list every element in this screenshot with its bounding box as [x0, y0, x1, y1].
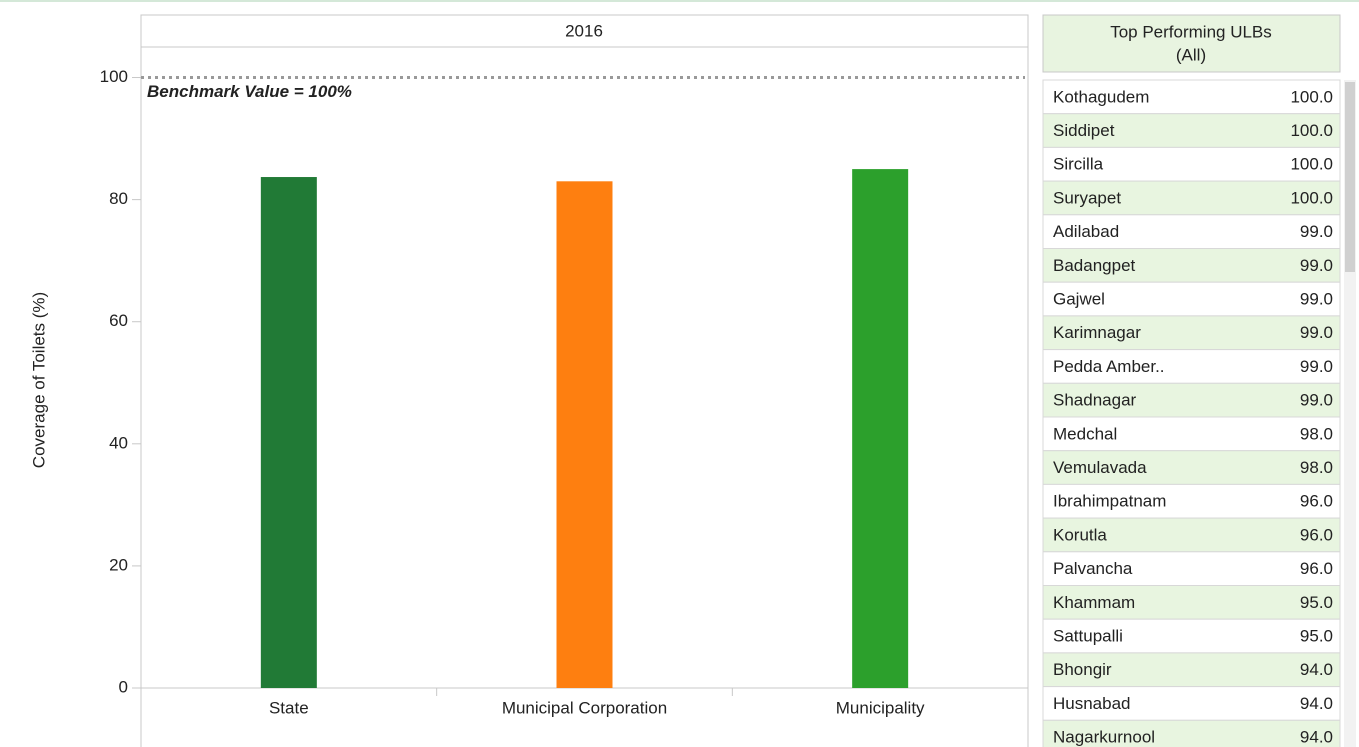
ulb-name: Badangpet [1053, 256, 1136, 275]
ulb-value: 98.0 [1300, 458, 1333, 477]
ulb-value: 100.0 [1290, 121, 1333, 140]
ulb-value: 99.0 [1300, 222, 1333, 241]
table-row [1042, 146, 1341, 182]
table-row [1042, 483, 1341, 519]
x-tick-label: Municipality [836, 698, 925, 717]
ulb-name: Kothagudem [1053, 87, 1149, 106]
table-row [1042, 382, 1341, 418]
table-row [1042, 248, 1341, 283]
ulb-value: 94.0 [1300, 660, 1333, 679]
table-row [1042, 517, 1341, 553]
ulb-name: Ibrahimpatnam [1053, 492, 1166, 511]
table-row [1042, 719, 1341, 747]
ulb-value: 100.0 [1290, 87, 1333, 106]
table-row [1042, 281, 1341, 317]
ulb-name: Karimnagar [1053, 323, 1141, 342]
ulb-name: Nagarkurnool [1053, 728, 1155, 747]
ulb-value: 96.0 [1300, 525, 1333, 544]
y-tick-label: 60 [109, 311, 128, 330]
ulb-value: 98.0 [1300, 424, 1333, 443]
table-row [1042, 349, 1341, 384]
ulb-value: 99.0 [1300, 290, 1333, 309]
top-border [0, 0, 1359, 2]
benchmark-label: Benchmark Value = 100% [147, 82, 352, 101]
bar [260, 177, 317, 688]
table-row [1042, 652, 1341, 688]
x-tick-label: State [269, 698, 309, 717]
ulb-value: 96.0 [1300, 492, 1333, 511]
ulb-name: Gajwel [1053, 290, 1105, 309]
y-tick-label: 20 [109, 555, 128, 574]
table-row [1042, 416, 1341, 452]
ulb-name: Siddipet [1053, 121, 1115, 140]
x-tick-label: Municipal Corporation [502, 698, 667, 717]
table-row [1042, 113, 1341, 148]
table-subtitle: (All) [1176, 45, 1206, 64]
y-tick-label: 0 [119, 677, 128, 696]
ulb-value: 99.0 [1300, 357, 1333, 376]
ulb-value: 99.0 [1300, 256, 1333, 275]
ulb-value: 94.0 [1300, 694, 1333, 713]
ulb-name: Shadnagar [1053, 391, 1137, 410]
ulb-value: 99.0 [1300, 323, 1333, 342]
ulb-value: 95.0 [1300, 593, 1333, 612]
y-tick-label: 40 [109, 433, 128, 452]
ulb-name: Khammam [1053, 593, 1135, 612]
table-row [1042, 79, 1341, 115]
column-header-label: 2016 [565, 21, 603, 40]
ulb-value: 99.0 [1300, 391, 1333, 410]
bar [852, 169, 909, 689]
table-row [1042, 180, 1341, 216]
ulb-name: Suryapet [1053, 188, 1121, 207]
ulb-name: Sattupalli [1053, 627, 1123, 646]
ulb-value: 94.0 [1300, 728, 1333, 747]
scrollbar-thumb[interactable] [1345, 82, 1355, 272]
table-title: Top Performing ULBs [1110, 22, 1272, 41]
ulb-name: Sircilla [1053, 155, 1104, 174]
ulb-name: Medchal [1053, 424, 1117, 443]
ulb-name: Husnabad [1053, 694, 1131, 713]
ulb-name: Palvancha [1053, 559, 1133, 578]
ulb-value: 95.0 [1300, 627, 1333, 646]
ulb-name: Adilabad [1053, 222, 1119, 241]
ulb-name: Vemulavada [1053, 458, 1147, 477]
ulb-name: Pedda Amber.. [1053, 357, 1165, 376]
bar [556, 181, 613, 689]
ulb-name: Bhongir [1053, 660, 1112, 679]
ulb-value: 100.0 [1290, 155, 1333, 174]
table-row [1042, 214, 1341, 250]
table-row [1042, 618, 1341, 654]
ulb-value: 100.0 [1290, 188, 1333, 207]
y-axis-title: Coverage of Toilets (%) [29, 292, 48, 468]
y-tick-label: 100 [100, 67, 128, 86]
table-row [1042, 585, 1341, 620]
ulb-name: Korutla [1053, 525, 1107, 544]
table-row [1042, 315, 1341, 351]
table-header [1042, 14, 1341, 73]
table-row [1042, 450, 1341, 485]
ulb-value: 96.0 [1300, 559, 1333, 578]
table-row [1042, 551, 1341, 586]
y-tick-label: 80 [109, 189, 128, 208]
